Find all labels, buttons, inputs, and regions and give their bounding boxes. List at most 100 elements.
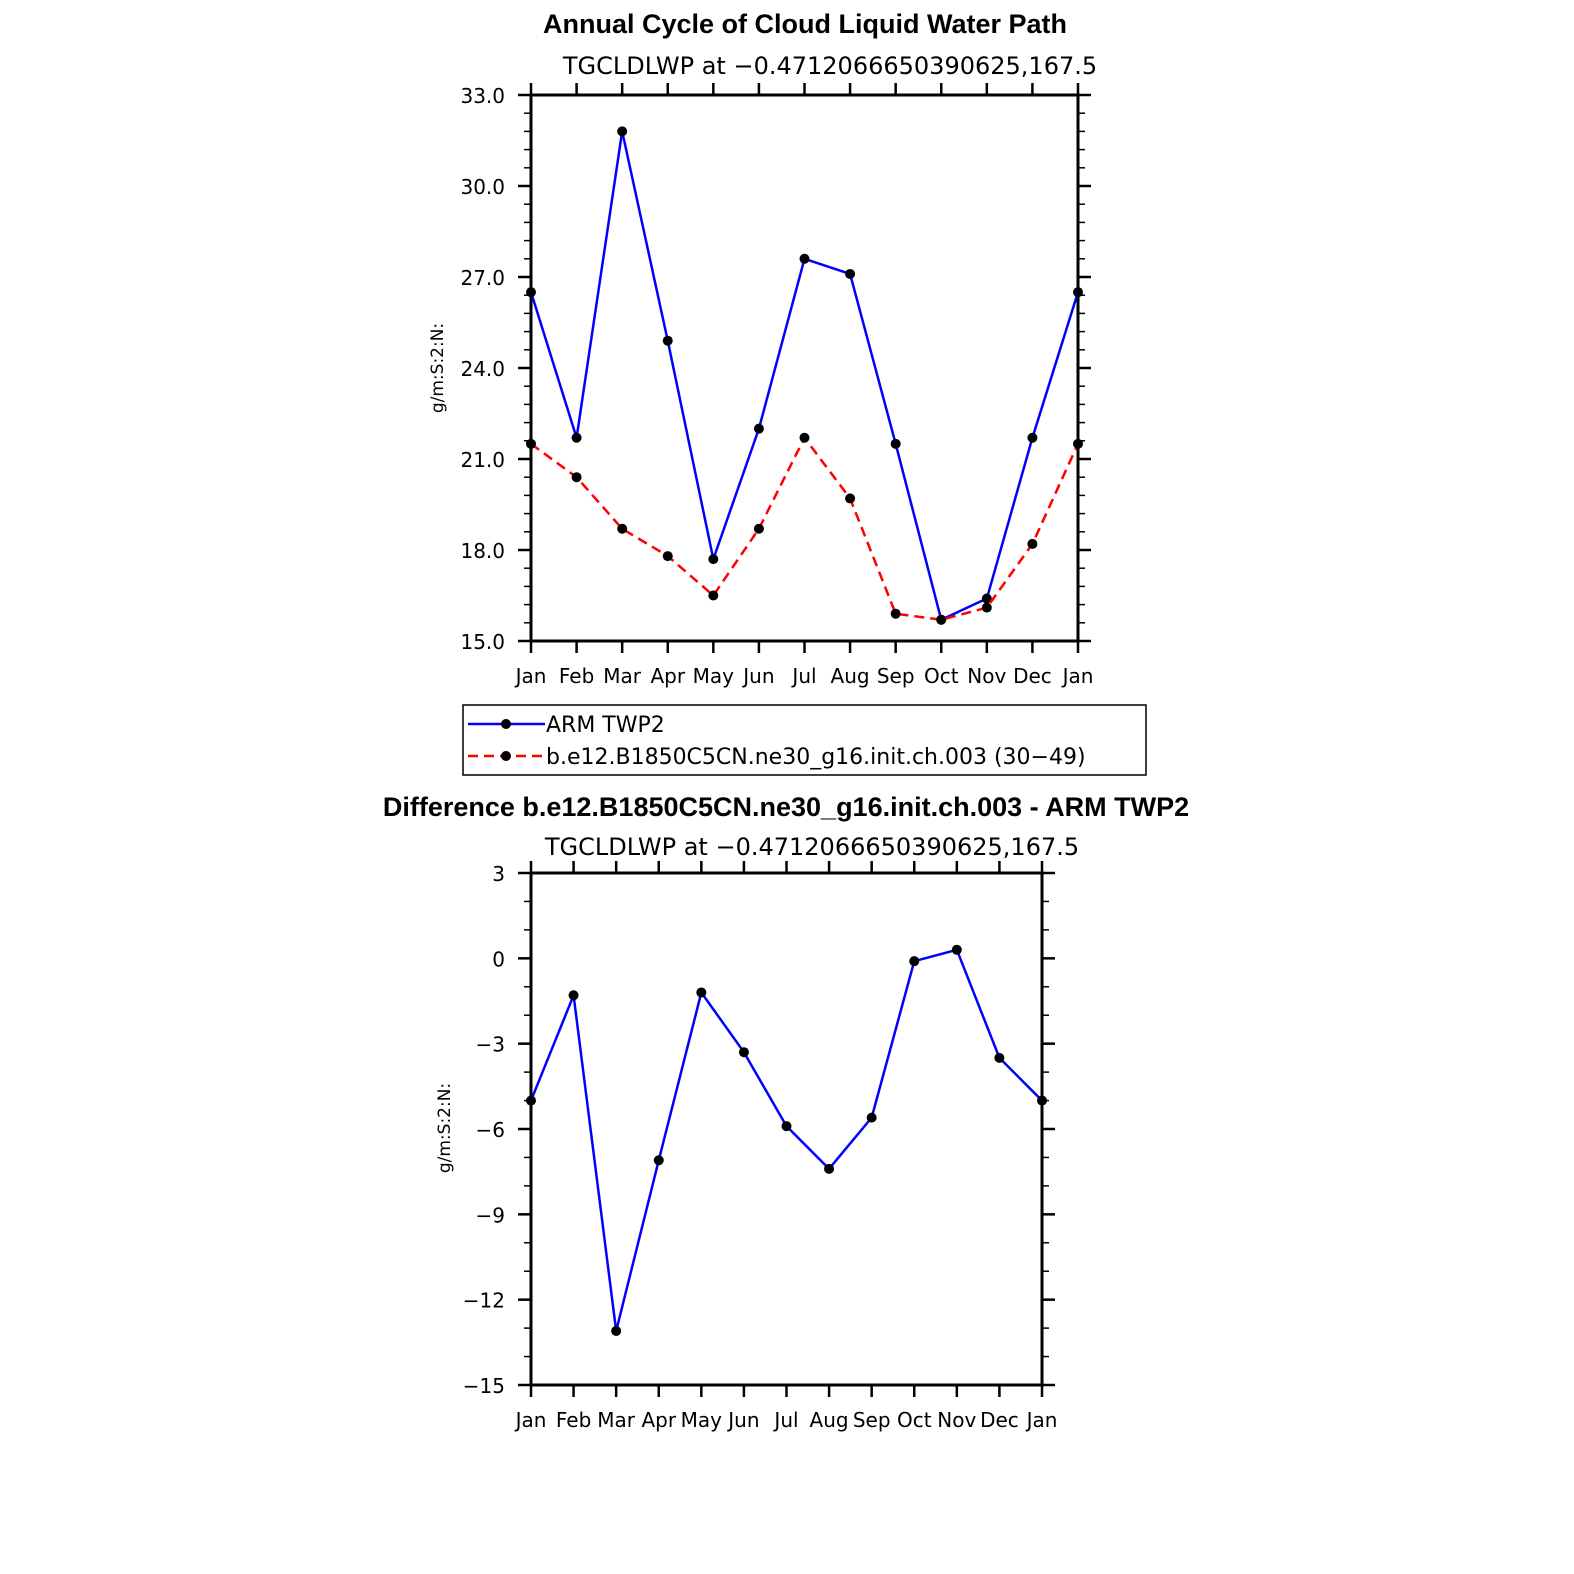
- bottom-series-0-point: [738, 1047, 749, 1058]
- top-ytick-label: 33.0: [460, 84, 505, 108]
- legend-marker-arm-twp2: [501, 719, 511, 729]
- top-plot-area: Jan Feb Mar Apr May Jun Jul Aug Sep Oct Nov Dec Jan 1…: [460, 83, 1093, 688]
- top-xtick-label: Feb: [559, 664, 594, 688]
- top-series-0-point: [981, 593, 992, 604]
- bottom-series-0-line: [529, 948, 1043, 1333]
- bottom-series-0-point: [568, 990, 579, 1001]
- bottom-xtick-label: Jan: [1025, 1408, 1058, 1432]
- top-xtick-label: Dec: [1013, 664, 1052, 688]
- top-series-1-point: [662, 551, 673, 562]
- bottom-series-0-point: [611, 1325, 622, 1336]
- bottom-chart-subtitle: TGCLDLWP at −0.4712066650390625,167.5: [544, 833, 1079, 861]
- top-chart-ylabel: g/m:S:2:N:: [428, 323, 448, 413]
- bottom-series-0-point: [526, 1095, 536, 1106]
- bottom-series-0-point: [781, 1121, 792, 1132]
- legend-label-model: b.e12.B1850C5CN.ne30_g16.init.ch.003 (30…: [546, 745, 1086, 770]
- top-series-0-point: [1073, 287, 1083, 298]
- bottom-series-0-point: [994, 1052, 1005, 1063]
- bottom-xtick-label: Mar: [597, 1408, 636, 1432]
- top-ytick-label: 15.0: [460, 630, 505, 654]
- bottom-series-0-point: [951, 944, 962, 955]
- top-series-0-point: [617, 126, 628, 137]
- top-xtick-label: Aug: [831, 664, 870, 688]
- top-xtick-label: Jan: [1061, 664, 1094, 688]
- top-ytick-label: 24.0: [460, 357, 505, 381]
- bottom-series-0-point: [866, 1112, 877, 1123]
- top-chart: Annual Cycle of Cloud Liquid Water Path …: [428, 9, 1097, 688]
- top-series-0-point: [1027, 432, 1038, 443]
- top-series-1-point: [799, 432, 810, 443]
- bottom-xtick-label: May: [681, 1408, 723, 1432]
- top-series-1-point: [981, 602, 992, 613]
- top-series-1-point: [617, 523, 628, 534]
- bottom-xtick-label: Jul: [772, 1408, 798, 1432]
- top-series-1-point: [936, 614, 947, 625]
- bottom-series-0-point: [696, 987, 707, 998]
- bottom-ytick-label: −9: [476, 1203, 505, 1227]
- bottom-xtick-label: Oct: [897, 1408, 932, 1432]
- bottom-ytick-label: −3: [476, 1033, 505, 1057]
- top-chart-subtitle: TGCLDLWP at −0.4712066650390625,167.5: [562, 52, 1097, 80]
- top-ytick-label: 27.0: [460, 266, 505, 290]
- bottom-xtick-label: Sep: [853, 1408, 891, 1432]
- bottom-xtick-label: Jun: [726, 1408, 759, 1432]
- bottom-ytick-label: −15: [463, 1374, 505, 1398]
- top-series-1-point: [845, 493, 856, 504]
- bottom-ytick-label: 0: [492, 947, 505, 971]
- top-series-0-point: [526, 287, 536, 298]
- top-series-1-point: [890, 608, 901, 619]
- top-xtick-label: May: [693, 664, 735, 688]
- bottom-xtick-label: Dec: [980, 1408, 1019, 1432]
- bottom-ytick-label: −6: [476, 1118, 505, 1142]
- bottom-series-0-point: [653, 1155, 664, 1166]
- top-series-1-point: [571, 472, 582, 483]
- top-series-0-point: [753, 423, 764, 434]
- bottom-xtick-label: Feb: [556, 1408, 591, 1432]
- legend-entry-model: b.e12.B1850C5CN.ne30_g16.init.ch.003 (30…: [468, 745, 1086, 770]
- top-series-0-point: [799, 253, 810, 264]
- top-series-0-point: [571, 432, 582, 443]
- bottom-series-0-point: [1037, 1095, 1047, 1106]
- legend-label-arm-twp2: ARM TWP2: [546, 713, 665, 738]
- bottom-chart: Difference b.e12.B1850C5CN.ne30_g16.init…: [383, 792, 1189, 1432]
- top-series-0-point: [662, 335, 673, 346]
- top-xtick-label: Sep: [877, 664, 915, 688]
- top-xtick-label: Oct: [924, 664, 959, 688]
- top-series-0-point: [708, 554, 719, 565]
- legend-box: [462, 704, 1147, 776]
- top-ytick-label: 21.0: [460, 448, 505, 472]
- bottom-plot-area: Jan Feb Mar Apr May Jun Jul Aug Sep Oct Nov Dec Jan−…: [463, 861, 1058, 1432]
- top-series-1-point: [708, 590, 719, 601]
- top-xtick-label: Mar: [603, 664, 642, 688]
- top-series-1-point: [1073, 438, 1083, 449]
- legend-marker-model: [501, 751, 511, 761]
- bottom-xtick-label: Nov: [937, 1408, 976, 1432]
- top-series-0-point: [845, 268, 856, 279]
- top-series-1-line: [530, 436, 1080, 622]
- bottom-series-0-point: [824, 1163, 835, 1174]
- top-chart-title: Annual Cycle of Cloud Liquid Water Path: [543, 9, 1067, 39]
- top-xtick-label: Jan: [514, 664, 547, 688]
- bottom-xtick-label: Aug: [810, 1408, 849, 1432]
- top-xtick-label: Jul: [790, 664, 816, 688]
- bottom-series-0-point: [909, 956, 920, 967]
- bottom-xtick-label: Jan: [514, 1408, 547, 1432]
- top-series-1-point: [1027, 538, 1038, 549]
- top-xtick-label: Nov: [967, 664, 1006, 688]
- top-xtick-label: Jun: [741, 664, 774, 688]
- top-chart-legend: ARM TWP2 b.e12.B1850C5CN.ne30_g16.init.c…: [462, 704, 1147, 776]
- bottom-chart-title: Difference b.e12.B1850C5CN.ne30_g16.init…: [383, 792, 1189, 822]
- top-plot-frame: [529, 93, 1080, 643]
- bottom-ytick-label: 3: [492, 862, 505, 886]
- top-series-1-point: [753, 523, 764, 534]
- top-xtick-label: Apr: [650, 664, 685, 688]
- bottom-xtick-label: Apr: [641, 1408, 676, 1432]
- top-series-0-point: [890, 438, 901, 449]
- top-ytick-label: 18.0: [460, 539, 505, 563]
- legend-entry-arm-twp2: ARM TWP2: [468, 713, 665, 738]
- top-series-1-point: [526, 438, 536, 449]
- bottom-chart-ylabel: g/m:S:2:N:: [435, 1083, 455, 1173]
- bottom-ytick-label: −12: [463, 1289, 505, 1313]
- top-ytick-label: 30.0: [460, 175, 505, 199]
